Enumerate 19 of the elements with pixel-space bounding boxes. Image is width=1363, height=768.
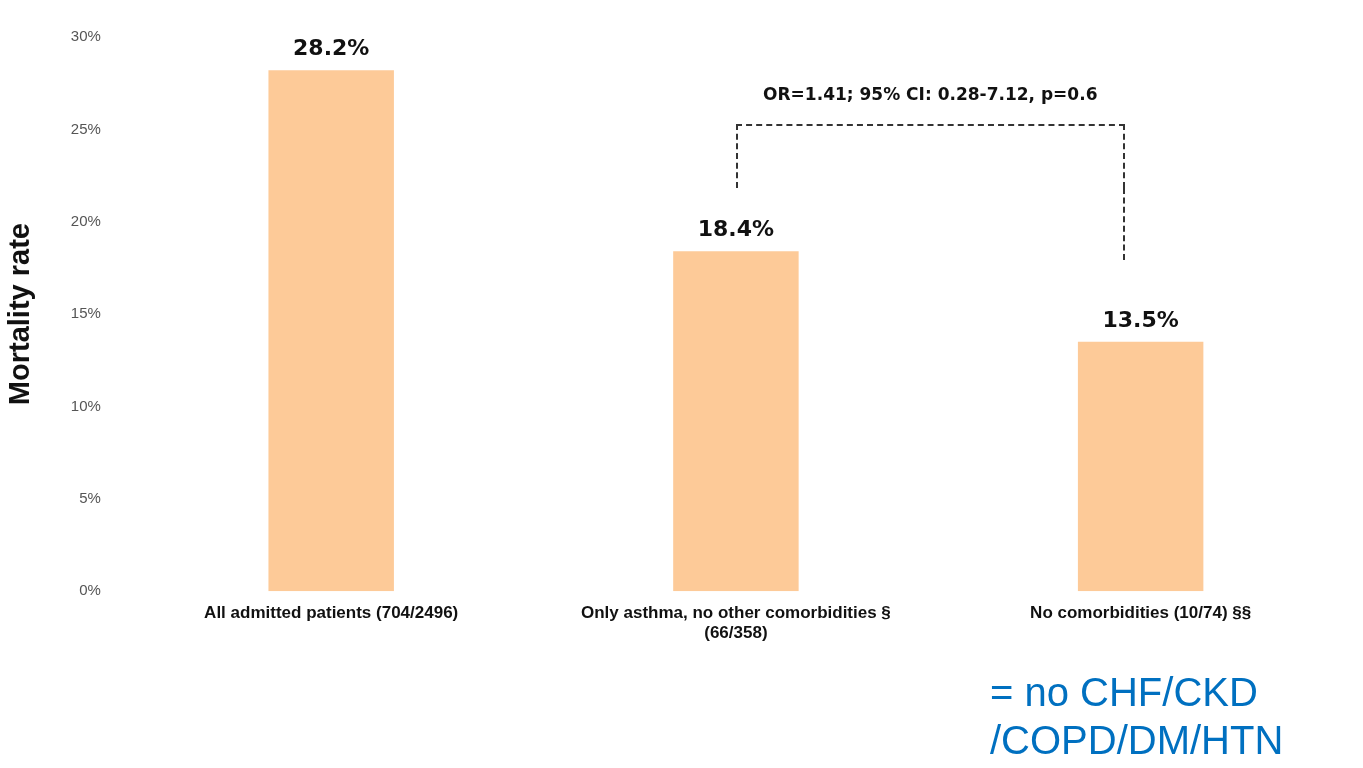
y-tick-label: 0% [79, 581, 101, 599]
bar [1077, 341, 1204, 592]
x-tick-label: No comorbidities (10/74) §§ [1030, 603, 1252, 623]
data-label: 13.5% [1102, 306, 1179, 332]
y-tick-label: 15% [70, 304, 101, 322]
y-tick-label: 30% [70, 27, 101, 45]
data-label: 28.2% [293, 34, 370, 60]
bar [673, 251, 799, 592]
y-tick-label: 25% [70, 119, 101, 137]
y-tick-label: 10% [70, 396, 101, 414]
annotation: OR=1.41; 95% CI: 0.28-7.12, p=0.6 [763, 84, 1098, 104]
text: = no CHF/CKD /COPD/DM/HTN [990, 669, 1285, 764]
x-tick-label: All admitted patients (704/2496) [204, 603, 459, 623]
x-tick-label: Only asthma, no other comorbidities § (66/358) [580, 603, 891, 643]
y-axis-title: Mortality rate [3, 223, 36, 406]
y-tick-label: 5% [79, 488, 101, 506]
data-label: 18.4% [697, 216, 775, 242]
bar [268, 70, 394, 592]
y-tick-label: 20% [70, 211, 101, 229]
